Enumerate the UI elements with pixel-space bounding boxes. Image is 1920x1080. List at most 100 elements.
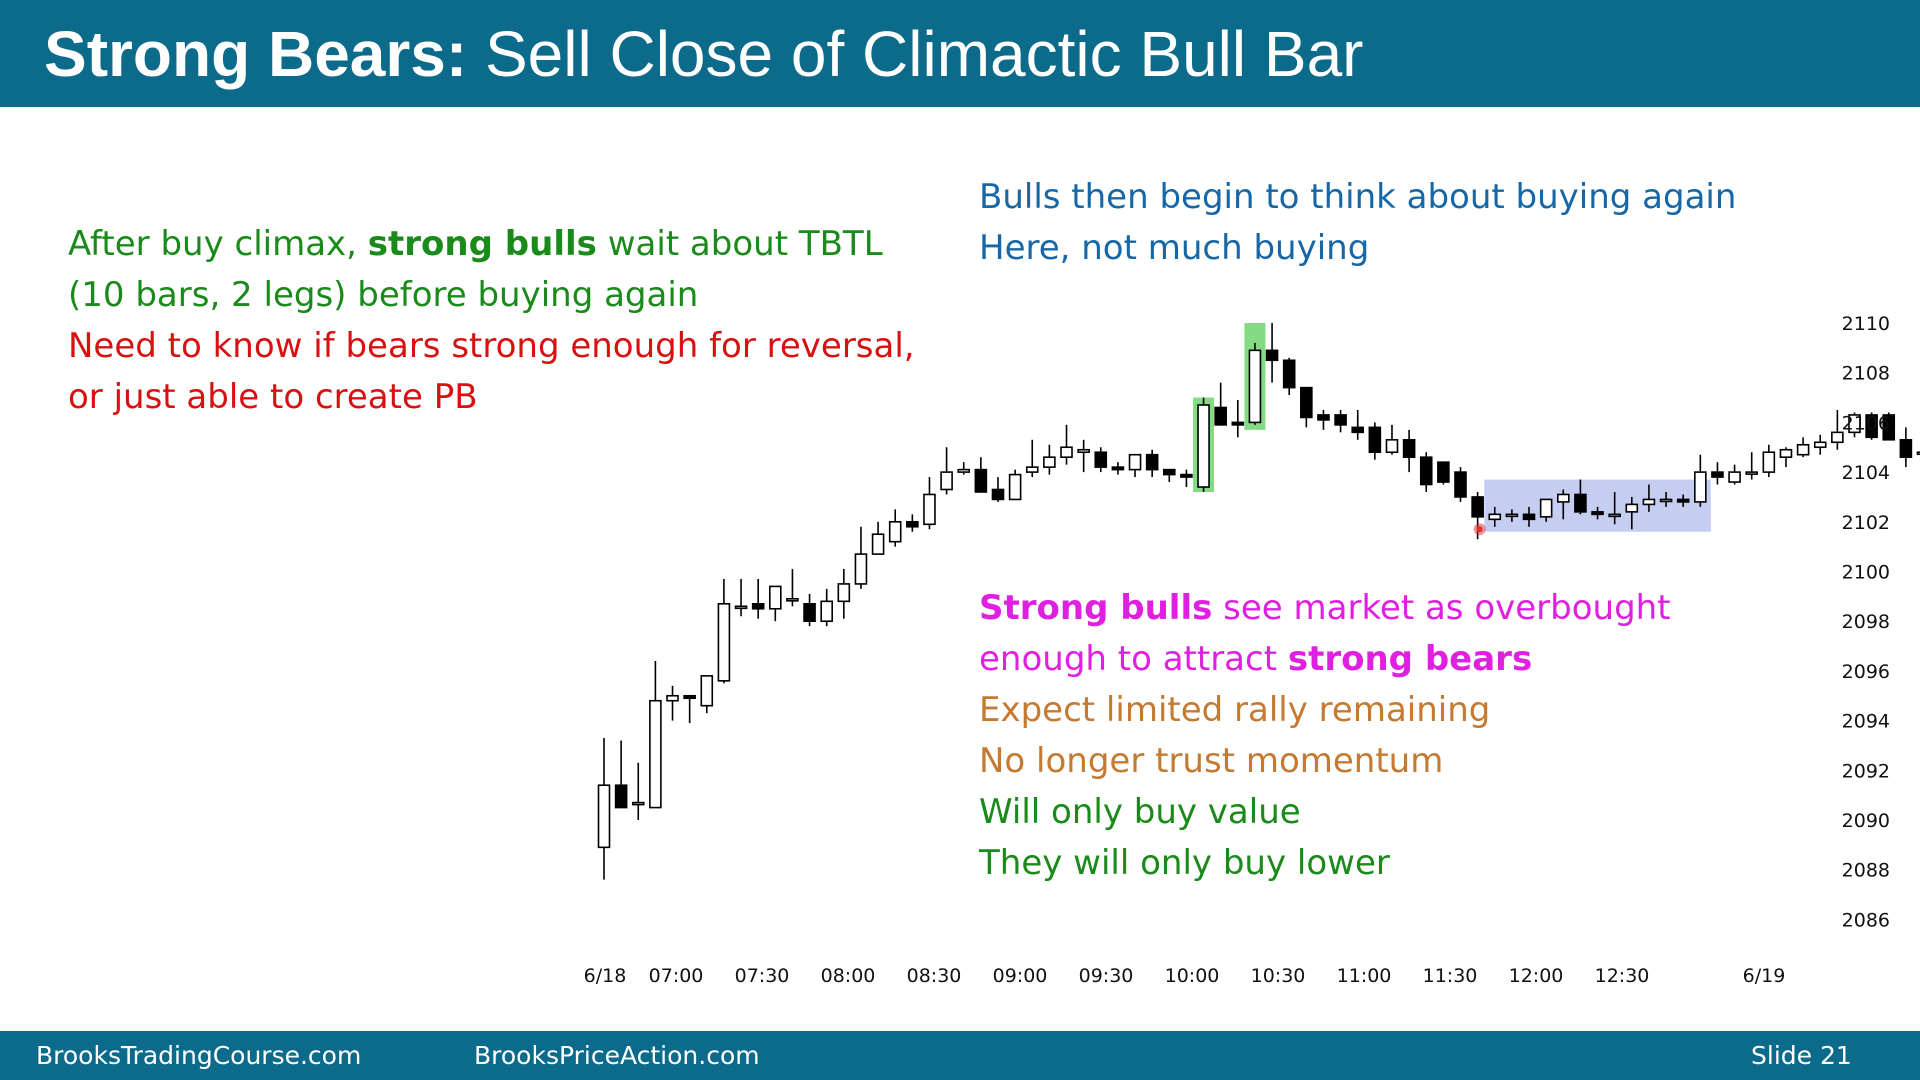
left-note-line-1: After buy climax, strong bulls wait abou… [68, 219, 915, 270]
x-tick-label-0: 6/18 [584, 965, 627, 987]
candle-body-33 [1162, 468, 1176, 476]
candle-body-20 [940, 471, 953, 491]
x-tick-label-3: 08:00 [821, 965, 876, 987]
candle-14 [837, 569, 851, 619]
candle-30 [1111, 462, 1125, 475]
candle-body-66 [1728, 471, 1741, 483]
candle-body-6 [700, 675, 714, 707]
candle-18 [906, 514, 919, 532]
candle-body-21 [957, 468, 971, 473]
candle-body-53 [1505, 513, 1519, 518]
candle-65 [1711, 462, 1724, 485]
candle-body-37 [1231, 421, 1245, 426]
y-tick-label-0: 2110 [1842, 313, 1890, 335]
candle-6 [700, 675, 714, 714]
x-tick-label-7: 10:00 [1165, 965, 1220, 987]
candle-body-56 [1556, 493, 1570, 503]
candle-body-61 [1642, 498, 1656, 506]
candle-body-74 [1865, 414, 1878, 439]
x-tick-label-11: 12:00 [1509, 965, 1564, 987]
candle-body-48 [1419, 456, 1433, 486]
candle-body-12 [803, 603, 816, 622]
candle-body-3 [649, 699, 662, 809]
candle-body-15 [854, 553, 868, 585]
x-tick-label-5: 09:00 [993, 965, 1048, 987]
candle-40 [1282, 357, 1296, 396]
candle-body-26 [1043, 456, 1056, 468]
candle-38 [1248, 342, 1262, 425]
y-tick-label-5: 2100 [1842, 562, 1890, 584]
candle-56 [1556, 489, 1570, 520]
candle-22 [974, 457, 988, 493]
candle-23 [991, 477, 1005, 502]
candle-42 [1317, 409, 1330, 430]
candle-5 [683, 694, 696, 724]
candle-body-4 [666, 694, 679, 702]
candle-7 [717, 578, 731, 684]
candle-72 [1831, 409, 1844, 450]
candle-body-28 [1077, 448, 1090, 454]
candle-body-62 [1659, 498, 1673, 503]
bottom-note-line-1-a: Strong bulls [979, 588, 1213, 628]
candle-76 [1899, 427, 1913, 468]
candle-body-17 [888, 520, 902, 543]
candle-body-29 [1094, 451, 1108, 468]
candle-68 [1762, 444, 1776, 478]
candle-44 [1351, 409, 1365, 440]
bottom-note-line-3: Expect limited rally remaining [979, 690, 1491, 730]
candle-66 [1728, 464, 1741, 485]
candle-33 [1162, 468, 1176, 483]
candle-body-39 [1265, 349, 1279, 362]
candle-13 [820, 588, 833, 627]
candle-body-41 [1300, 386, 1313, 419]
candle-body-42 [1317, 414, 1330, 421]
candle-body-77 [1916, 451, 1920, 456]
candle-body-36 [1214, 406, 1227, 426]
slide-header: Strong Bears: Sell Close of Climactic Bu… [0, 0, 1920, 107]
x-tick-label-10: 11:30 [1423, 965, 1478, 987]
footer-center-link[interactable]: BrooksPriceAction.com [474, 1041, 760, 1070]
left-note-line-1-a: After buy climax, [68, 224, 368, 264]
candle-74 [1865, 412, 1878, 440]
candle-62 [1659, 491, 1673, 507]
candle-20 [940, 447, 953, 495]
candle-body-7 [717, 603, 731, 682]
candle-body-68 [1762, 451, 1776, 473]
candle-body-5 [683, 694, 696, 700]
candle-25 [1025, 439, 1039, 478]
candle-60 [1625, 496, 1639, 530]
candle-body-72 [1831, 431, 1844, 444]
candle-body-67 [1745, 471, 1759, 475]
candle-body-64 [1694, 471, 1707, 503]
candle-37 [1231, 400, 1245, 438]
top-right-note: Bulls then begin to think about buying a… [979, 172, 1736, 274]
candle-11 [786, 569, 799, 607]
candle-body-76 [1899, 438, 1913, 458]
candle-body-35 [1197, 404, 1210, 488]
candle-21 [957, 462, 971, 475]
y-tick-label-8: 2094 [1842, 711, 1890, 733]
candle-50 [1454, 467, 1467, 502]
y-tick-label-11: 2088 [1842, 860, 1890, 882]
candle-36 [1214, 382, 1227, 426]
candle-17 [888, 509, 902, 547]
footer-left-link[interactable]: BrooksTradingCourse.com [36, 1041, 362, 1070]
candle-63 [1676, 494, 1690, 507]
chart-y-axis: 2110 2108 2106 2104 2102 2100 2098 2096 2094 2092… [1842, 313, 1890, 931]
candle-body-70 [1796, 443, 1810, 456]
candle-body-44 [1351, 426, 1365, 434]
candle-body-8 [734, 605, 748, 610]
candle-31 [1128, 453, 1142, 478]
candle-43 [1334, 409, 1347, 433]
x-tick-label-4: 08:30 [907, 965, 962, 987]
candle-body-1 [614, 784, 628, 809]
candle-body-27 [1060, 446, 1073, 458]
candle-body-14 [837, 583, 851, 603]
candle-16 [871, 521, 885, 555]
candle-41 [1300, 386, 1313, 428]
y-tick-label-9: 2092 [1842, 760, 1890, 782]
highlight-box-blue-2 [1484, 479, 1711, 532]
candle-64 [1694, 454, 1707, 507]
top-right-note-line-2: Here, not much buying [979, 228, 1370, 268]
cursor-marker-dot [1476, 526, 1483, 533]
